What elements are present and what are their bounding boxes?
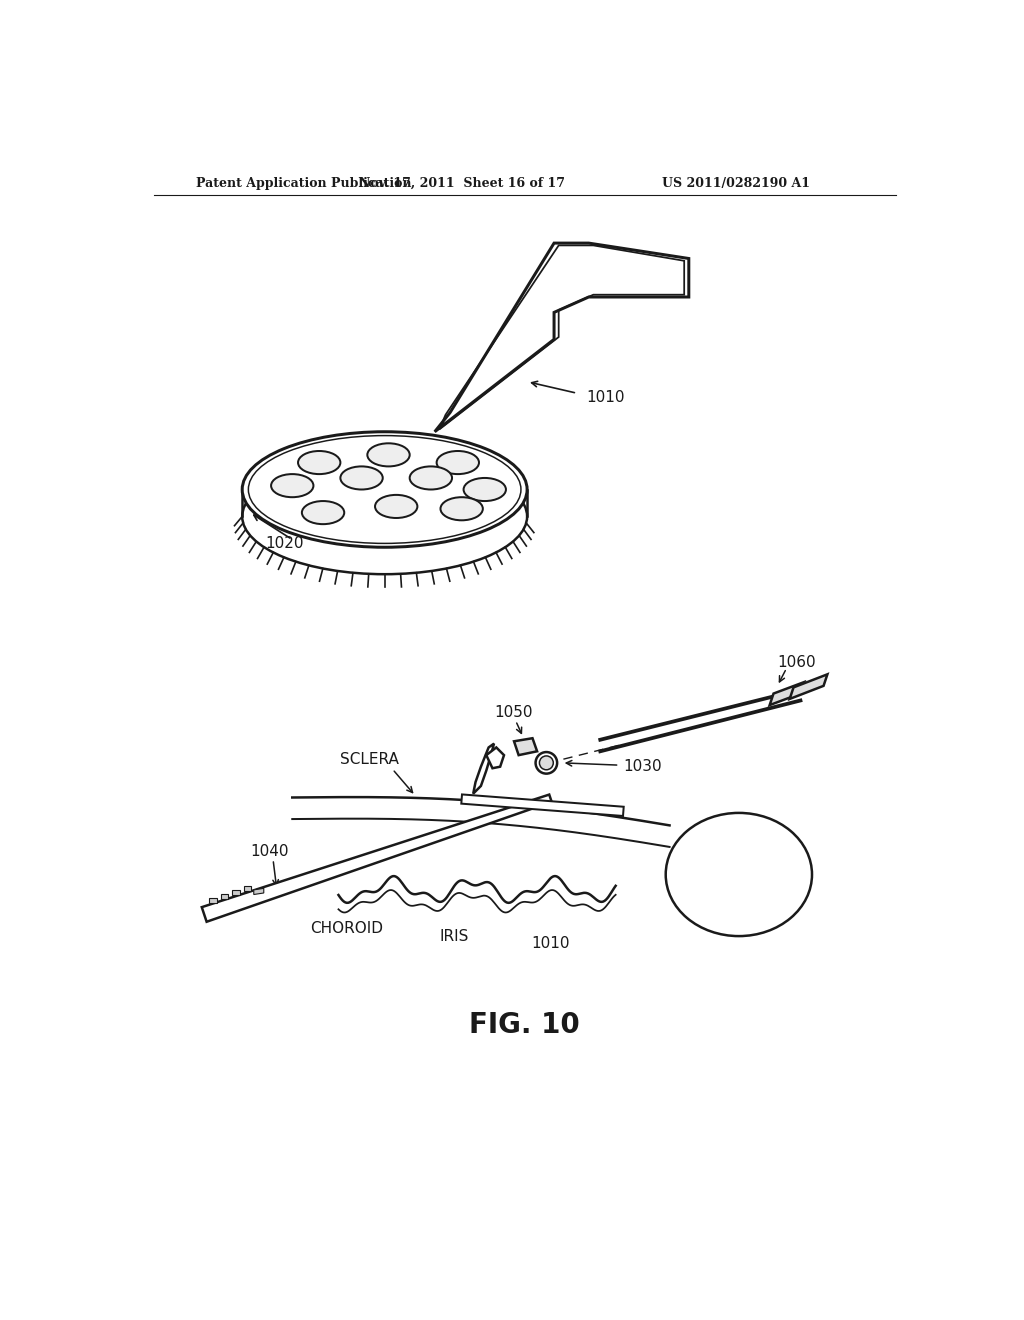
Text: SCLERA: SCLERA [340,751,398,767]
Text: US 2011/0282190 A1: US 2011/0282190 A1 [662,177,810,190]
Polygon shape [202,795,552,921]
Polygon shape [209,898,217,903]
Text: CHOROID: CHOROID [309,921,383,936]
Text: LENS: LENS [718,866,760,883]
Ellipse shape [440,498,483,520]
Ellipse shape [410,466,452,490]
Polygon shape [244,886,252,891]
Ellipse shape [436,451,479,474]
Text: 1010: 1010 [587,389,625,405]
Polygon shape [790,675,827,700]
Ellipse shape [536,752,557,774]
Text: 1020: 1020 [265,536,304,550]
Ellipse shape [271,474,313,498]
Ellipse shape [243,432,527,548]
Ellipse shape [375,495,418,517]
Text: 1030: 1030 [624,759,662,775]
Text: 1050: 1050 [495,705,534,721]
Polygon shape [473,743,494,793]
Polygon shape [514,738,538,755]
Ellipse shape [464,478,506,502]
Polygon shape [461,795,624,816]
Text: 1040: 1040 [250,843,289,859]
Text: Nov. 17, 2011  Sheet 16 of 17: Nov. 17, 2011 Sheet 16 of 17 [358,177,564,190]
Ellipse shape [298,451,340,474]
Polygon shape [770,682,804,705]
Ellipse shape [666,813,812,936]
Polygon shape [254,888,264,895]
Polygon shape [232,890,240,895]
Polygon shape [435,243,689,432]
Text: Patent Application Publication: Patent Application Publication [196,177,412,190]
Ellipse shape [243,458,527,574]
Text: FIG. 10: FIG. 10 [469,1011,581,1039]
Ellipse shape [340,466,383,490]
Text: IRIS: IRIS [439,928,469,944]
Ellipse shape [368,444,410,466]
Ellipse shape [540,756,553,770]
Polygon shape [486,747,504,768]
Text: 1010: 1010 [531,936,569,952]
Text: 1060: 1060 [777,655,816,671]
Polygon shape [220,894,228,899]
Ellipse shape [302,502,344,524]
